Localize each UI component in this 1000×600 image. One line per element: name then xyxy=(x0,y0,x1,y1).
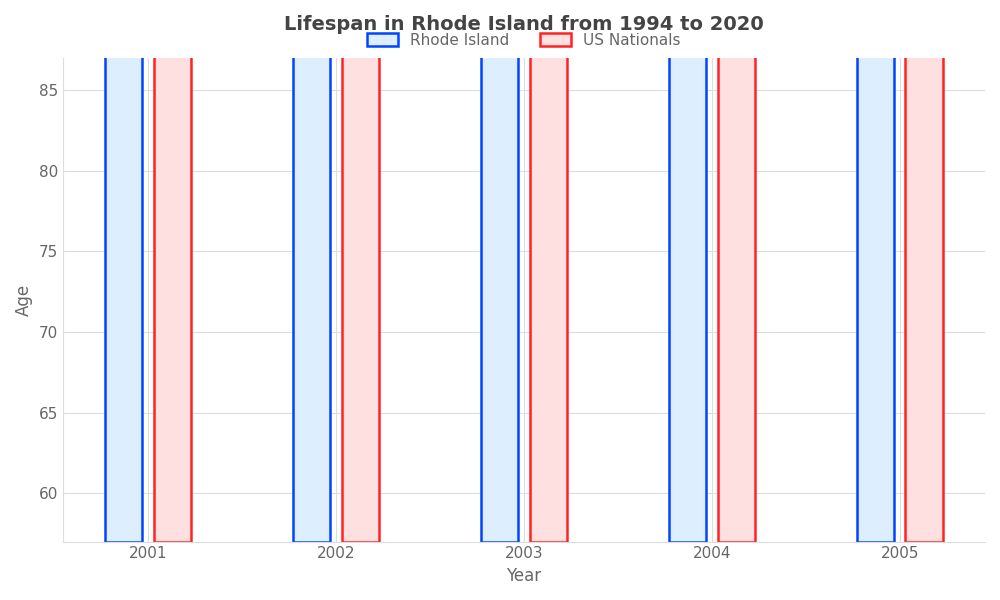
Y-axis label: Age: Age xyxy=(15,284,33,316)
X-axis label: Year: Year xyxy=(506,567,541,585)
Bar xyxy=(342,0,379,542)
Title: Lifespan in Rhode Island from 1994 to 2020: Lifespan in Rhode Island from 1994 to 20… xyxy=(284,15,764,34)
Bar xyxy=(905,0,943,542)
Bar xyxy=(669,0,706,542)
Bar xyxy=(481,0,518,542)
Legend: Rhode Island, US Nationals: Rhode Island, US Nationals xyxy=(361,27,686,54)
Bar xyxy=(105,0,142,542)
Bar xyxy=(530,0,567,542)
Bar xyxy=(857,0,894,542)
Bar xyxy=(718,0,755,542)
Bar xyxy=(154,0,191,542)
Bar xyxy=(293,0,330,542)
